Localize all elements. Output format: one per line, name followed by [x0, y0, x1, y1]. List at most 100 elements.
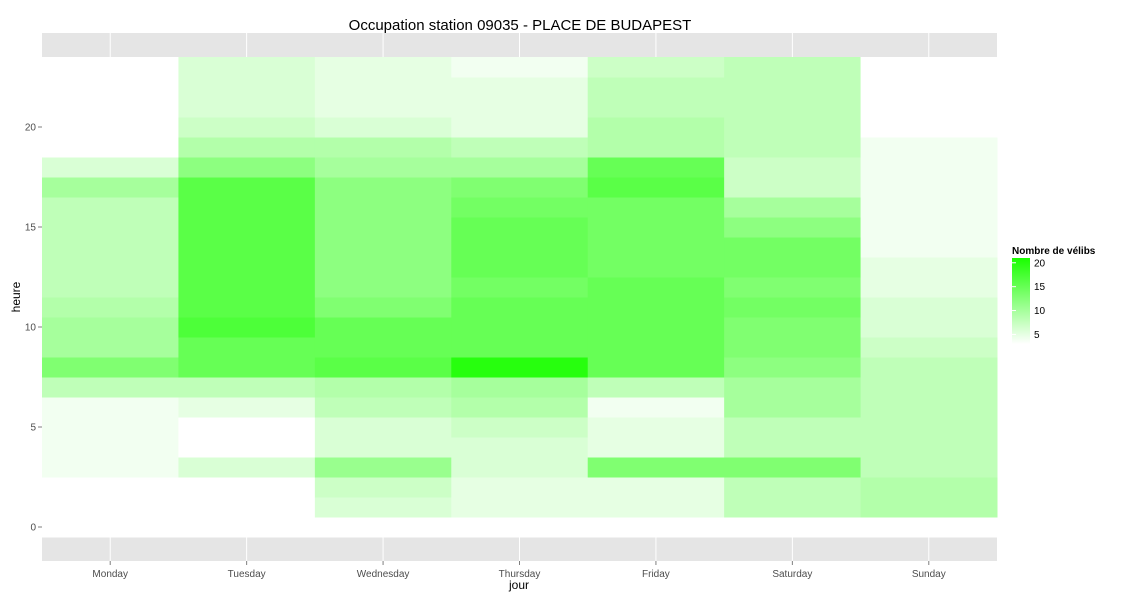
- heatmap-cell: [860, 397, 998, 418]
- heatmap-cell: [587, 457, 725, 478]
- heatmap-cell: [451, 377, 589, 398]
- heatmap-cell: [314, 517, 452, 538]
- heatmap-cell: [42, 457, 179, 478]
- heatmap-cell: [314, 217, 452, 238]
- heatmap-cell: [587, 477, 725, 498]
- heatmap-cell: [178, 457, 316, 478]
- heatmap-cell: [587, 397, 725, 418]
- heatmap-cell: [178, 137, 316, 158]
- heatmap-cell: [860, 117, 998, 138]
- legend-labels: 20 15 10 5: [1012, 258, 1046, 341]
- heatmap-cell: [724, 97, 862, 118]
- heatmap-cell: [451, 497, 589, 518]
- heatmap-cell: [314, 197, 452, 218]
- heatmap-cell: [724, 197, 862, 218]
- heatmap-cell: [860, 437, 998, 458]
- heatmap-cell: [42, 337, 179, 358]
- heatmap-cell: [724, 397, 862, 418]
- heatmap-cell: [860, 417, 998, 438]
- heatmap-cell: [451, 217, 589, 238]
- x-tick-label: Tuesday: [228, 569, 266, 580]
- heatmap-cell: [42, 277, 179, 298]
- heatmap-cell: [42, 197, 179, 218]
- heatmap-cell: [42, 217, 179, 238]
- heatmap-cell: [178, 97, 316, 118]
- heatmap-cell: [451, 437, 589, 458]
- heatmap-cell: [178, 377, 316, 398]
- heatmap-cell: [42, 497, 179, 518]
- heatmap-cell: [587, 177, 725, 198]
- heatmap-cell: [314, 457, 452, 478]
- heatmap-cell: [587, 357, 725, 378]
- heatmap-cell: [314, 377, 452, 398]
- heatmap-cell: [451, 477, 589, 498]
- heatmap-cell: [451, 57, 589, 78]
- heatmap-cell: [860, 277, 998, 298]
- legend-title: Nombre de vélibs: [1012, 246, 1096, 257]
- heatmap-cell: [178, 77, 316, 98]
- heatmap-cell: [314, 117, 452, 138]
- heatmap-cell: [860, 257, 998, 278]
- heatmap-cell: [42, 357, 179, 378]
- heatmap-cell: [724, 77, 862, 98]
- legend-label: 5: [1034, 330, 1040, 341]
- heatmap-cell: [178, 237, 316, 258]
- heatmap-cell: [178, 257, 316, 278]
- x-tick-label: Friday: [642, 569, 670, 580]
- heatmap-cell: [451, 137, 589, 158]
- heatmap-cell: [314, 97, 452, 118]
- heatmap-cell: [451, 457, 589, 478]
- heatmap-cell: [178, 57, 316, 78]
- x-axis-ticks: Monday Tuesday Wednesday Thursday Friday Satu…: [92, 561, 946, 580]
- heatmap-cell: [451, 517, 589, 538]
- heatmap-cell: [724, 337, 862, 358]
- heatmap-cell: [451, 157, 589, 178]
- heatmap-cell: [860, 457, 998, 478]
- heatmap-cell: [451, 357, 589, 378]
- heatmap-cell: [724, 437, 862, 458]
- heatmap-cell: [587, 237, 725, 258]
- heatmap-cell: [587, 497, 725, 518]
- heatmap-cell: [451, 297, 589, 318]
- y-tick-label: 20: [25, 123, 37, 134]
- heatmap-cell: [314, 437, 452, 458]
- heatmap-cell: [451, 277, 589, 298]
- heatmap-cell: [314, 297, 452, 318]
- heatmap-cell: [860, 517, 998, 538]
- heatmap-cell: [178, 417, 316, 438]
- color-legend: Nombre de vélibs 20 15 10 5: [1012, 246, 1096, 344]
- y-axis-title: heure: [9, 281, 23, 312]
- chart-title: Occupation station 09035 - PLACE DE BUDA…: [349, 17, 692, 34]
- heatmap-cell: [724, 357, 862, 378]
- heatmap-cell: [42, 257, 179, 278]
- heatmap-cell: [724, 417, 862, 438]
- heatmap-cell: [860, 157, 998, 178]
- heatmap-cell: [314, 417, 452, 438]
- heatmap-cell: [451, 177, 589, 198]
- x-tick-label: Sunday: [912, 569, 946, 580]
- heatmap-cell: [724, 277, 862, 298]
- x-tick-label: Monday: [92, 569, 128, 580]
- heatmap-cell: [724, 377, 862, 398]
- heatmap-cell: [314, 57, 452, 78]
- heatmap-cell: [587, 337, 725, 358]
- heatmap-cell: [587, 197, 725, 218]
- heatmap-cell: [451, 77, 589, 98]
- heatmap-cell: [178, 117, 316, 138]
- heatmap-cell: [860, 497, 998, 518]
- heatmap-cell: [724, 237, 862, 258]
- y-axis-ticks: 0 5 10 15 20: [25, 123, 42, 534]
- heatmap-cell: [451, 97, 589, 118]
- heatmap-cell: [451, 397, 589, 418]
- heatmap-cell: [178, 157, 316, 178]
- heatmap-cell: [587, 257, 725, 278]
- heatmap-cell: [178, 297, 316, 318]
- heatmap-cell: [178, 197, 316, 218]
- heatmap-cell: [860, 317, 998, 338]
- heatmap-cell: [724, 57, 862, 78]
- x-axis-title: jour: [508, 578, 529, 592]
- heatmap-cell: [178, 217, 316, 238]
- heatmap-cell: [42, 417, 179, 438]
- heatmap-cell: [587, 117, 725, 138]
